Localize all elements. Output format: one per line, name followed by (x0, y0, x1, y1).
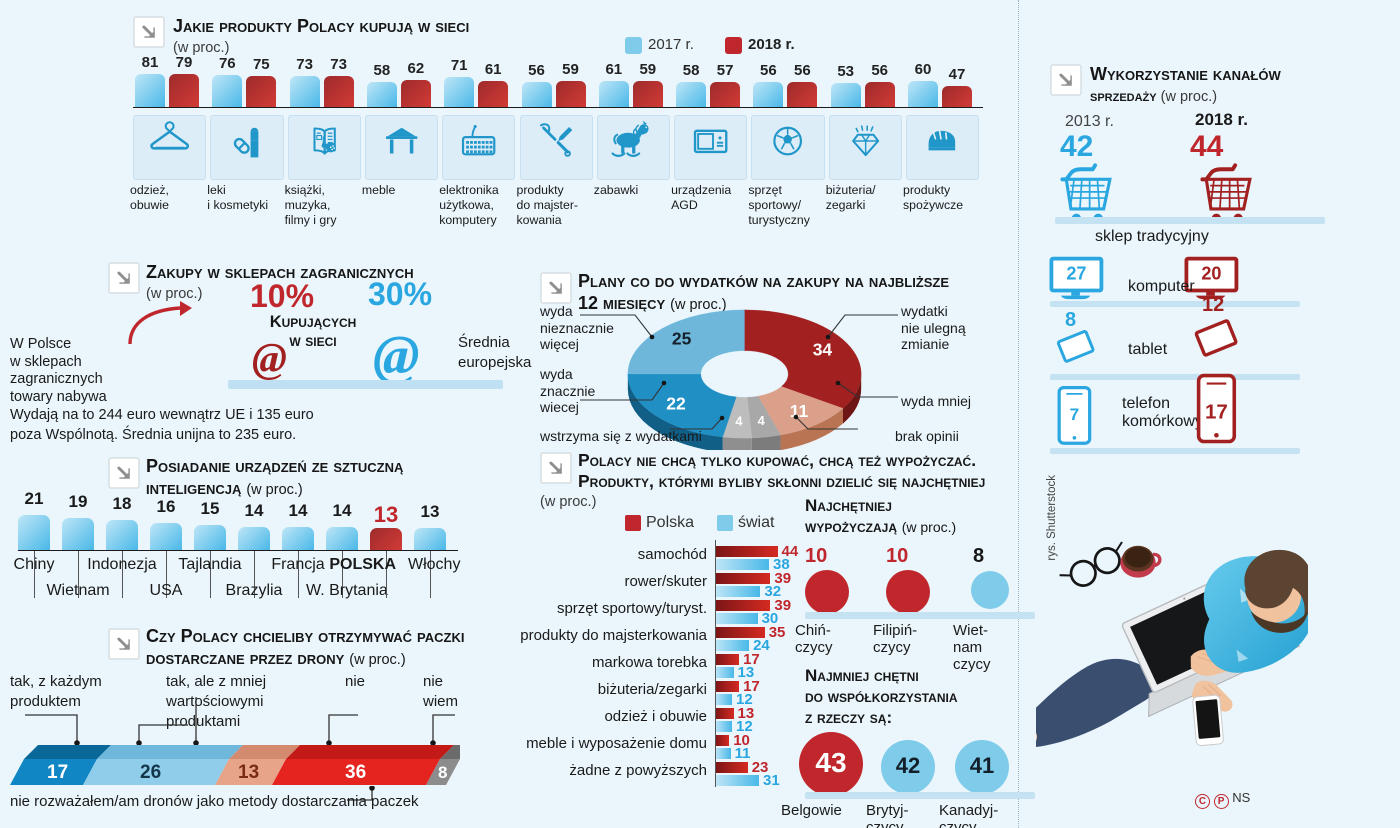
svg-text:36: 36 (345, 762, 366, 783)
svg-text:17: 17 (47, 762, 68, 783)
svg-text:20: 20 (1201, 263, 1221, 283)
svg-text:27: 27 (1066, 263, 1086, 283)
svg-text:7: 7 (1070, 405, 1079, 424)
svg-text:13: 13 (238, 762, 259, 783)
svg-text:8: 8 (438, 763, 447, 782)
svg-text:26: 26 (140, 762, 161, 783)
svg-text:17: 17 (1205, 400, 1228, 423)
